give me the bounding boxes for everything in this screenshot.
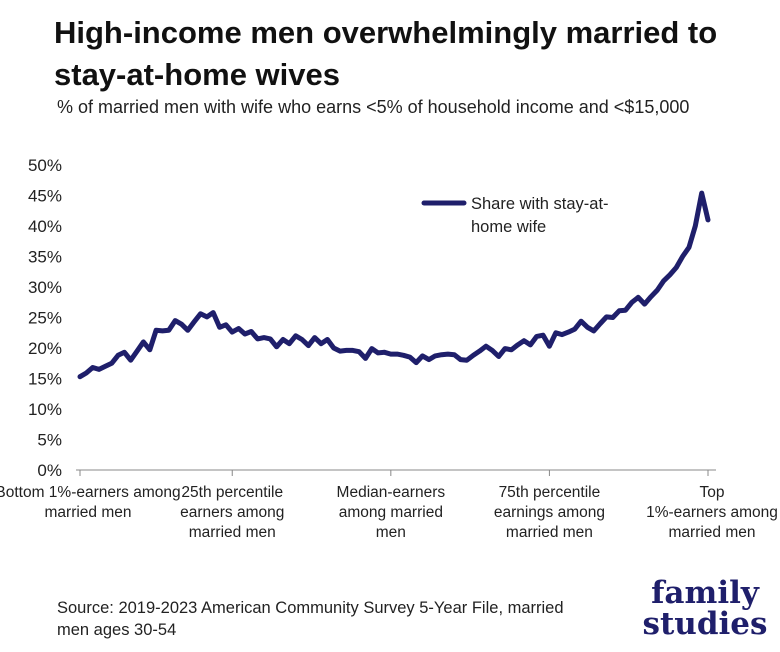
y-tick-label: 45% (28, 187, 62, 206)
legend-label: Share with stay-at-home wife (471, 195, 609, 236)
x-tick-label: 25th percentile earners among married men (180, 484, 284, 541)
y-tick-label: 10% (28, 400, 62, 419)
y-tick-label: 5% (37, 431, 62, 450)
x-tick-label: Top 1%-earners among married men (646, 484, 778, 541)
series-line-stay-at-home-wife (77, 190, 711, 380)
y-tick-label: 15% (28, 370, 62, 389)
y-tick-label: 30% (28, 278, 62, 297)
y-tick-label: 0% (37, 461, 62, 480)
y-tick-label: 40% (28, 217, 62, 236)
source-note: Source: 2019-2023 American Community Sur… (57, 599, 564, 639)
x-tick-label: 75th percentile earnings among married men (494, 484, 605, 541)
y-tick-label: 35% (28, 248, 62, 267)
x-tick-label: Median-earners among married men (337, 484, 446, 541)
chart-subtitle: % of married men with wife who earns <5%… (57, 97, 690, 117)
family-studies-logo: family studies (640, 578, 770, 640)
chart-title: High-income men overwhelmingly married t… (54, 15, 718, 92)
line-chart: 0% 5% 10% 15% 20% 25% 30% 35% 40% 45% 50% Bottom 1%… (0, 156, 778, 541)
logo-word-family: family (651, 575, 759, 611)
y-tick-label: 20% (28, 339, 62, 358)
y-tick-label: 25% (28, 309, 62, 328)
x-tick-label: Bottom 1%-earners among married men (0, 484, 181, 521)
y-tick-label: 50% (28, 156, 62, 175)
logo-word-studies: studies (642, 606, 768, 642)
